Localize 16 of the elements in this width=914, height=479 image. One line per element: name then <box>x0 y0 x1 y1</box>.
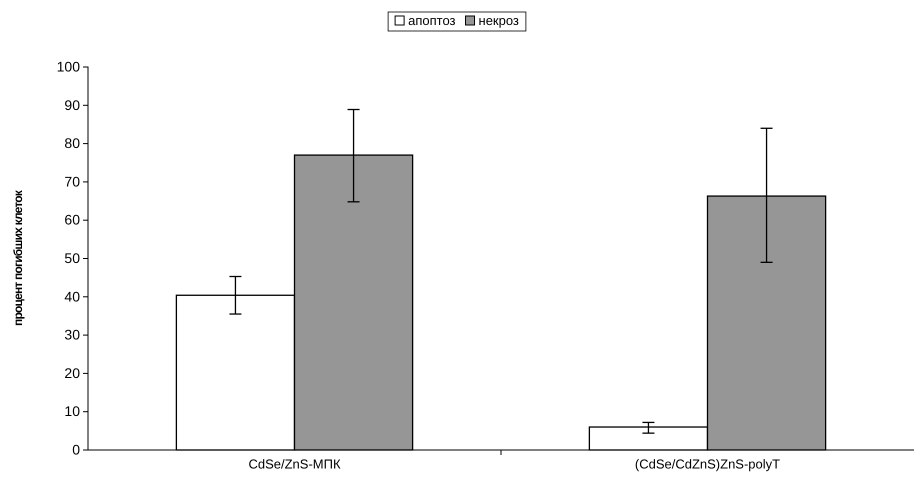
y-tick-label: 0 <box>72 441 80 458</box>
y-tick-label: 100 <box>56 58 80 74</box>
y-tick-label: 90 <box>64 96 80 113</box>
y-tick-label: 50 <box>64 250 80 266</box>
legend-label: некроз <box>478 13 519 28</box>
y-axis-title: процент погибших клеток <box>11 189 25 326</box>
y-tick-label: 10 <box>64 403 80 420</box>
x-tick-label: CdSe/ZnS-МПК <box>248 456 341 472</box>
y-tick-label: 80 <box>64 135 80 152</box>
y-tick-label: 40 <box>64 288 80 304</box>
y-tick-label: 70 <box>64 173 80 190</box>
x-tick-label: (CdSe/CdZnS)ZnS-polyT <box>634 456 780 472</box>
y-tick-label: 20 <box>64 364 80 381</box>
y-tick-label: 30 <box>64 326 80 343</box>
legend-label: апоптоз <box>408 13 456 28</box>
y-tick-label: 60 <box>64 212 80 228</box>
